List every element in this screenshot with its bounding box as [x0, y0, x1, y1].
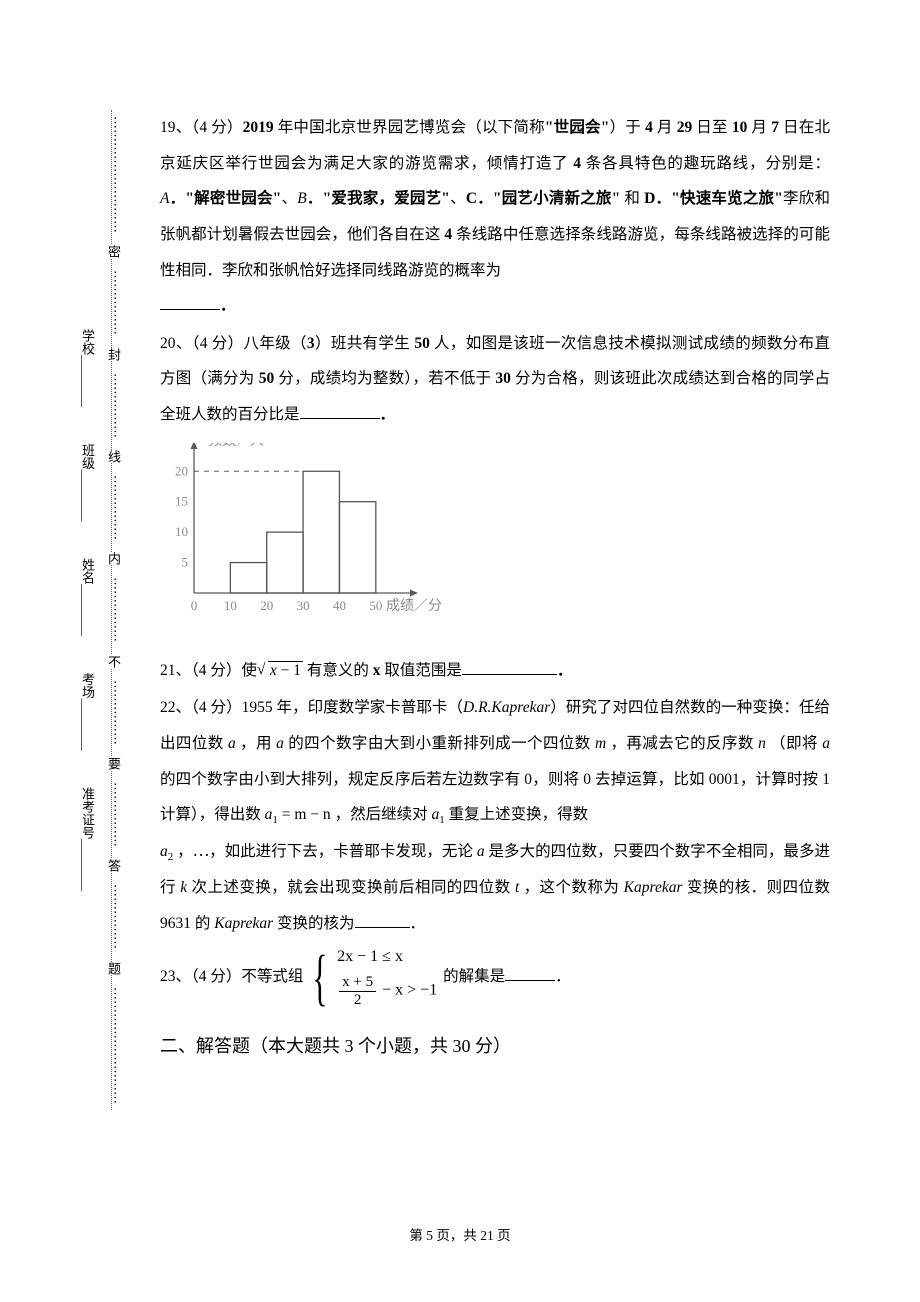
page-footer: 第 5 页，共 21 页 [0, 1224, 920, 1244]
seal-line-text: ⋯⋯⋯⋯⋯⋯⋯⋯⋯ 密 ⋯⋯⋯⋯⋯ 封 ⋯⋯⋯⋯⋯ 线 ⋯⋯⋯⋯⋯ 内 ⋯⋯⋯⋯… [104, 110, 123, 1110]
field-school: 学校________ [80, 329, 95, 407]
sqrt-expr: x − 1 [257, 653, 303, 689]
svg-text:0: 0 [191, 598, 198, 613]
question-23: 23、（4 分）不等式组{2x − 1 ≤ xx + 52 − x > −1 的… [160, 943, 830, 1012]
histogram-chart: 5 10 15 20 0 10 20 30 40 50 频数／人成绩／分 [160, 443, 460, 643]
answer-blank-23[interactable] [505, 966, 555, 982]
svg-text:15: 15 [175, 493, 188, 508]
question-19: 19、（4 分）2019 年中国北京世界园艺博览会（以下简称"世园会"）于 4 … [160, 110, 830, 324]
svg-text:成绩／分: 成绩／分 [386, 598, 442, 614]
page-content: 19、（4 分）2019 年中国北京世界园艺博览会（以下简称"世园会"）于 4 … [160, 110, 830, 1068]
field-room: 考场________ [80, 673, 95, 751]
field-class: 班级________ [80, 444, 95, 522]
answer-blank-20[interactable] [300, 404, 380, 420]
svg-text:5: 5 [182, 554, 189, 569]
svg-text:频数／人: 频数／人 [208, 443, 264, 449]
question-20: 20、（4 分）八年级（3）班共有学生 50 人，如图是该班一次信息技术模拟测试… [160, 326, 830, 433]
field-name: 姓名________ [80, 558, 95, 636]
svg-text:40: 40 [333, 598, 346, 613]
form-fields-column: 学校________ 班级________ 姓名________ 考场_____… [78, 110, 97, 1110]
svg-text:50: 50 [369, 598, 382, 613]
answer-blank-19[interactable] [160, 295, 220, 311]
section-2-heading: 二、解答题（本大题共 3 个小题，共 30 分） [160, 1026, 830, 1067]
answer-blank-22[interactable] [355, 912, 410, 928]
question-22: 22、（4 分）1955 年，印度数学家卡普耶卡（D.R.Kaprekar）研究… [160, 690, 830, 941]
field-id: 准考证号________ [80, 787, 95, 891]
svg-text:20: 20 [175, 463, 188, 478]
exam-sidebar: 学校________ 班级________ 姓名________ 考场_____… [78, 110, 128, 1110]
svg-text:30: 30 [297, 598, 310, 613]
svg-text:10: 10 [224, 598, 237, 613]
inequality-system: {2x − 1 ≤ xx + 52 − x > −1 [305, 947, 437, 1008]
answer-blank-21[interactable] [462, 659, 557, 675]
svg-text:20: 20 [260, 598, 273, 613]
question-21: 21、（4 分）使x − 1 有意义的 x 取值范围是． [160, 653, 830, 689]
svg-text:10: 10 [175, 524, 188, 539]
